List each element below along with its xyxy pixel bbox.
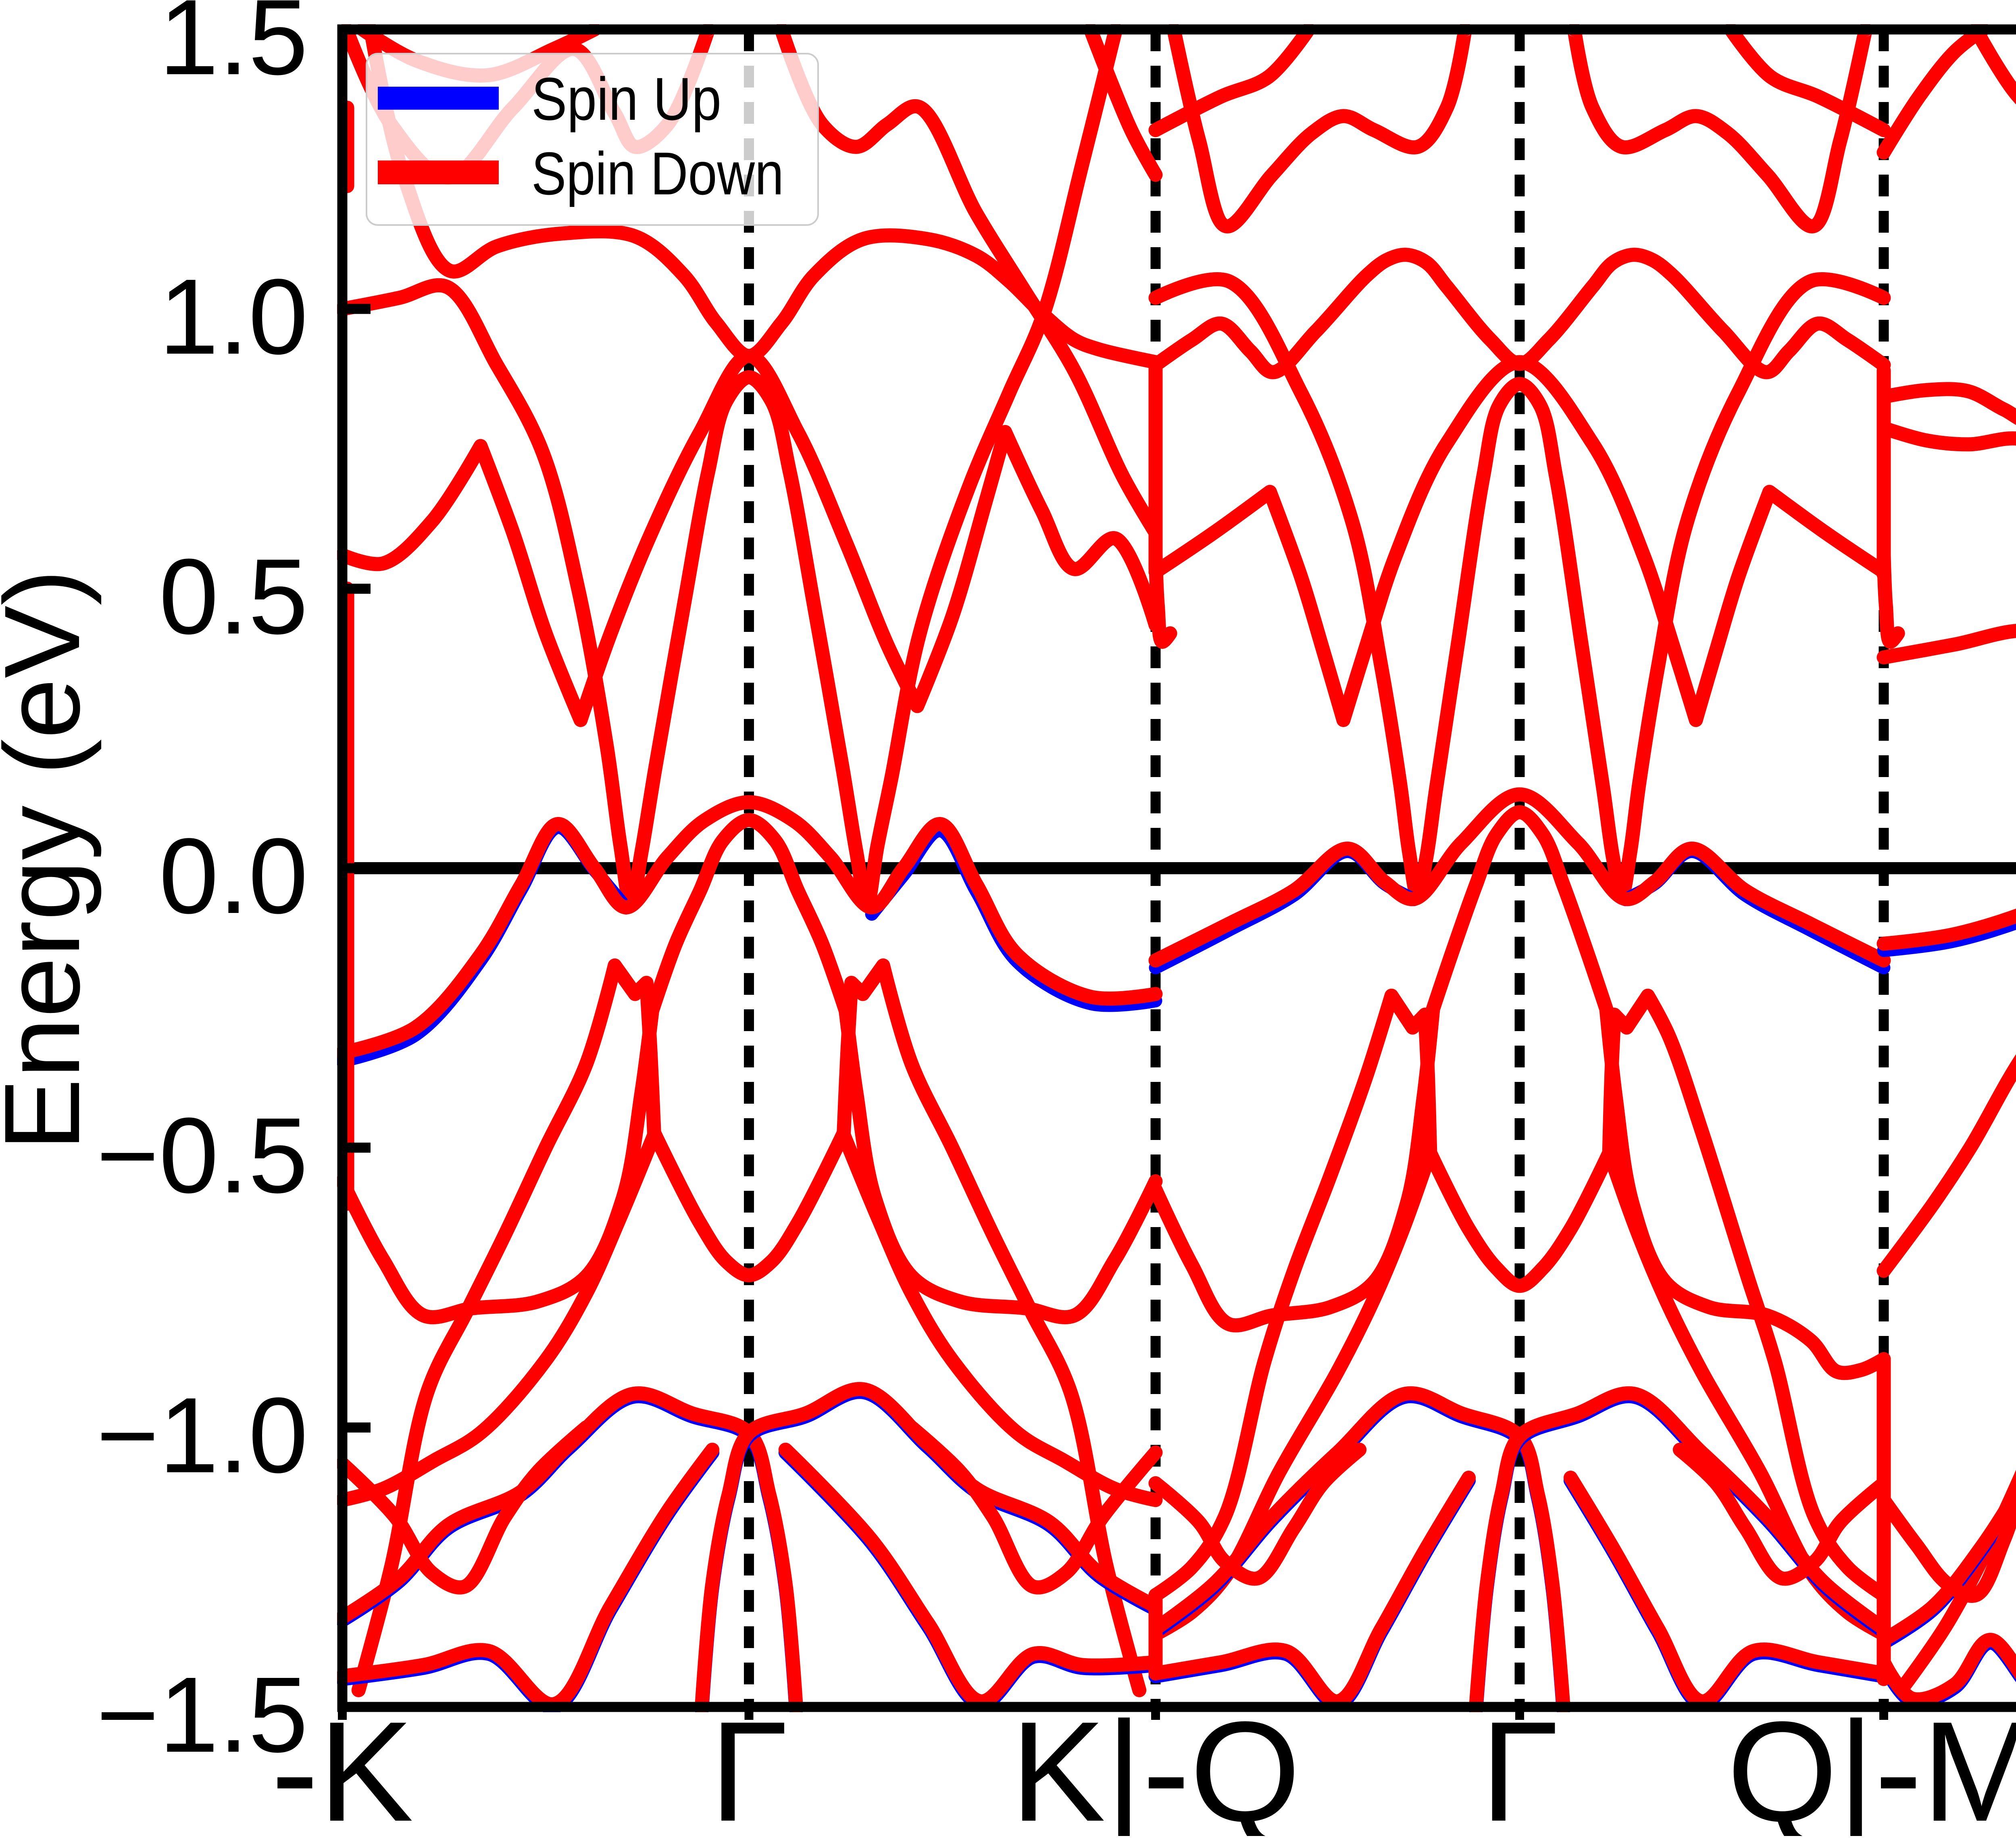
svg-text:Γ: Γ	[710, 1692, 788, 1836]
svg-text:−1.0: −1.0	[96, 1375, 308, 1495]
svg-text:Energy (eV): Energy (eV)	[0, 569, 102, 1151]
svg-text:−1.5: −1.5	[96, 1655, 308, 1775]
svg-text:1.5: 1.5	[159, 0, 308, 97]
svg-text:1.0: 1.0	[159, 257, 308, 377]
svg-text:K|-Q: K|-Q	[1010, 1692, 1300, 1836]
svg-text:0.5: 0.5	[159, 537, 308, 656]
svg-text:-K: -K	[271, 1692, 414, 1836]
svg-text:Spin Up: Spin Up	[531, 65, 721, 133]
svg-text:0.0: 0.0	[159, 816, 308, 936]
svg-text:Γ: Γ	[1481, 1692, 1559, 1836]
svg-text:Spin Down: Spin Down	[531, 140, 784, 207]
svg-text:−0.5: −0.5	[96, 1096, 308, 1215]
svg-text:Q|-M: Q|-M	[1727, 1692, 2016, 1836]
